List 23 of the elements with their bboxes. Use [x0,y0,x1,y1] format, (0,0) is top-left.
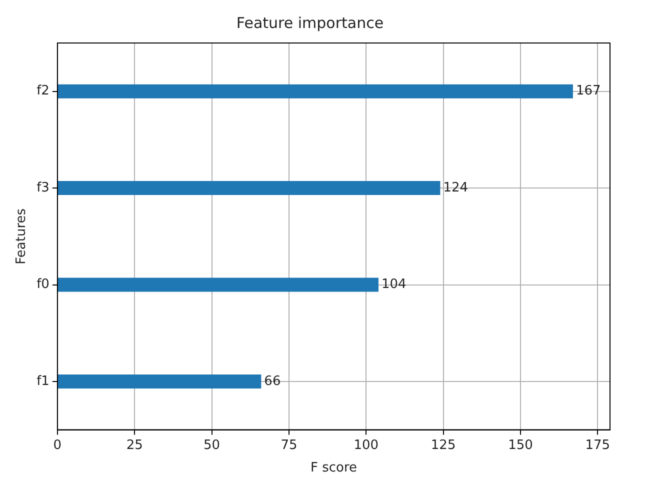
x-axis-title: F score [310,460,357,476]
x-tick-label: 100 [354,438,379,453]
y-tick-label: f2 [36,84,50,99]
x-tick-label: 175 [585,438,610,453]
x-tick-label: 150 [508,438,533,453]
y-tick-label: f1 [36,374,50,389]
x-tick-label: 50 [204,438,220,453]
chart-title: Feature importance [236,14,384,32]
data-label: 167 [576,84,601,99]
y-tick-label: f0 [36,277,50,292]
x-tick-label: 0 [53,438,62,453]
data-label: 104 [381,277,406,292]
y-axis-title: Features [14,208,30,264]
bar [58,84,573,98]
bar [58,374,262,388]
data-label: 124 [443,180,468,196]
x-tick-label: 125 [430,438,456,453]
bar [58,181,440,196]
x-tick-label: 75 [280,438,298,453]
bar [58,278,378,292]
x-tick-label: 25 [126,438,143,453]
y-tick-label: f3 [36,180,50,196]
data-label: 66 [264,374,281,389]
